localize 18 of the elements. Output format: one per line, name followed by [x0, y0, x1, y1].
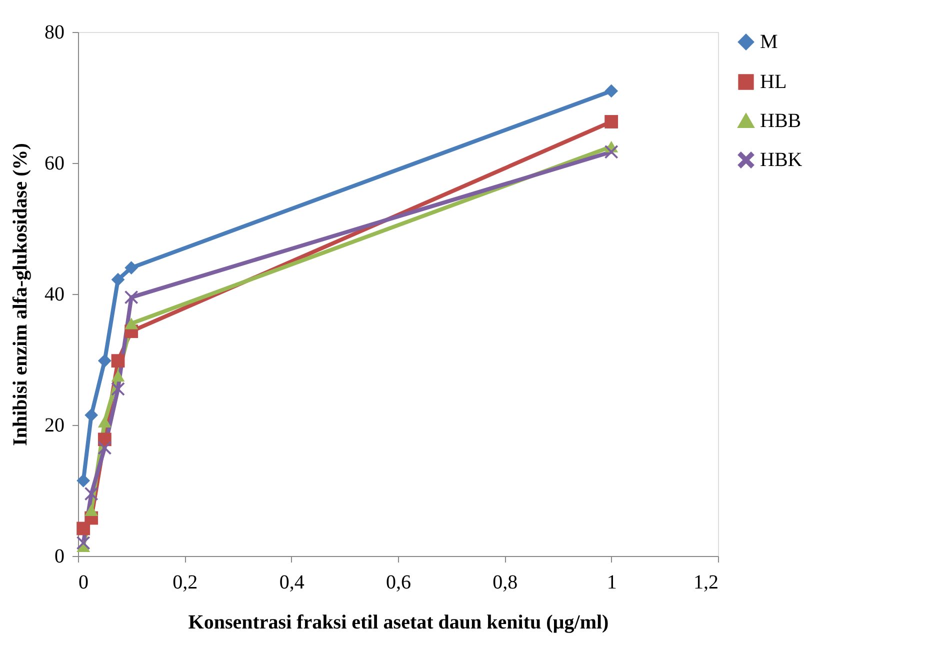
y-tick-label: 60 — [44, 152, 64, 174]
x-tick-label: 0,8 — [492, 572, 518, 594]
legend-label: HBB — [760, 110, 802, 132]
y-tick-label: 40 — [44, 284, 64, 306]
x-axis-title: Konsentrasi fraksi etil asetat daun kenitu (µg/ml) — [188, 612, 609, 634]
y-tick-label: 0 — [54, 546, 64, 568]
x-tick-label: 0,6 — [386, 572, 411, 594]
x-tick-label: 0,4 — [279, 572, 304, 594]
x-tick-label: 0,2 — [172, 572, 198, 594]
y-axis-title: Inhibisi enzim alfa-glukosidase (%) — [10, 143, 32, 446]
y-tick-label: 20 — [44, 414, 64, 436]
x-tick-label: 1,2 — [694, 572, 718, 594]
legend-label: M — [760, 31, 778, 53]
x-tick-label: 1 — [606, 572, 617, 594]
x-tick-label: 0 — [78, 572, 88, 594]
y-tick-label: 80 — [44, 22, 64, 44]
legend-label: HBK — [760, 149, 803, 171]
legend-label: HL — [760, 71, 787, 93]
